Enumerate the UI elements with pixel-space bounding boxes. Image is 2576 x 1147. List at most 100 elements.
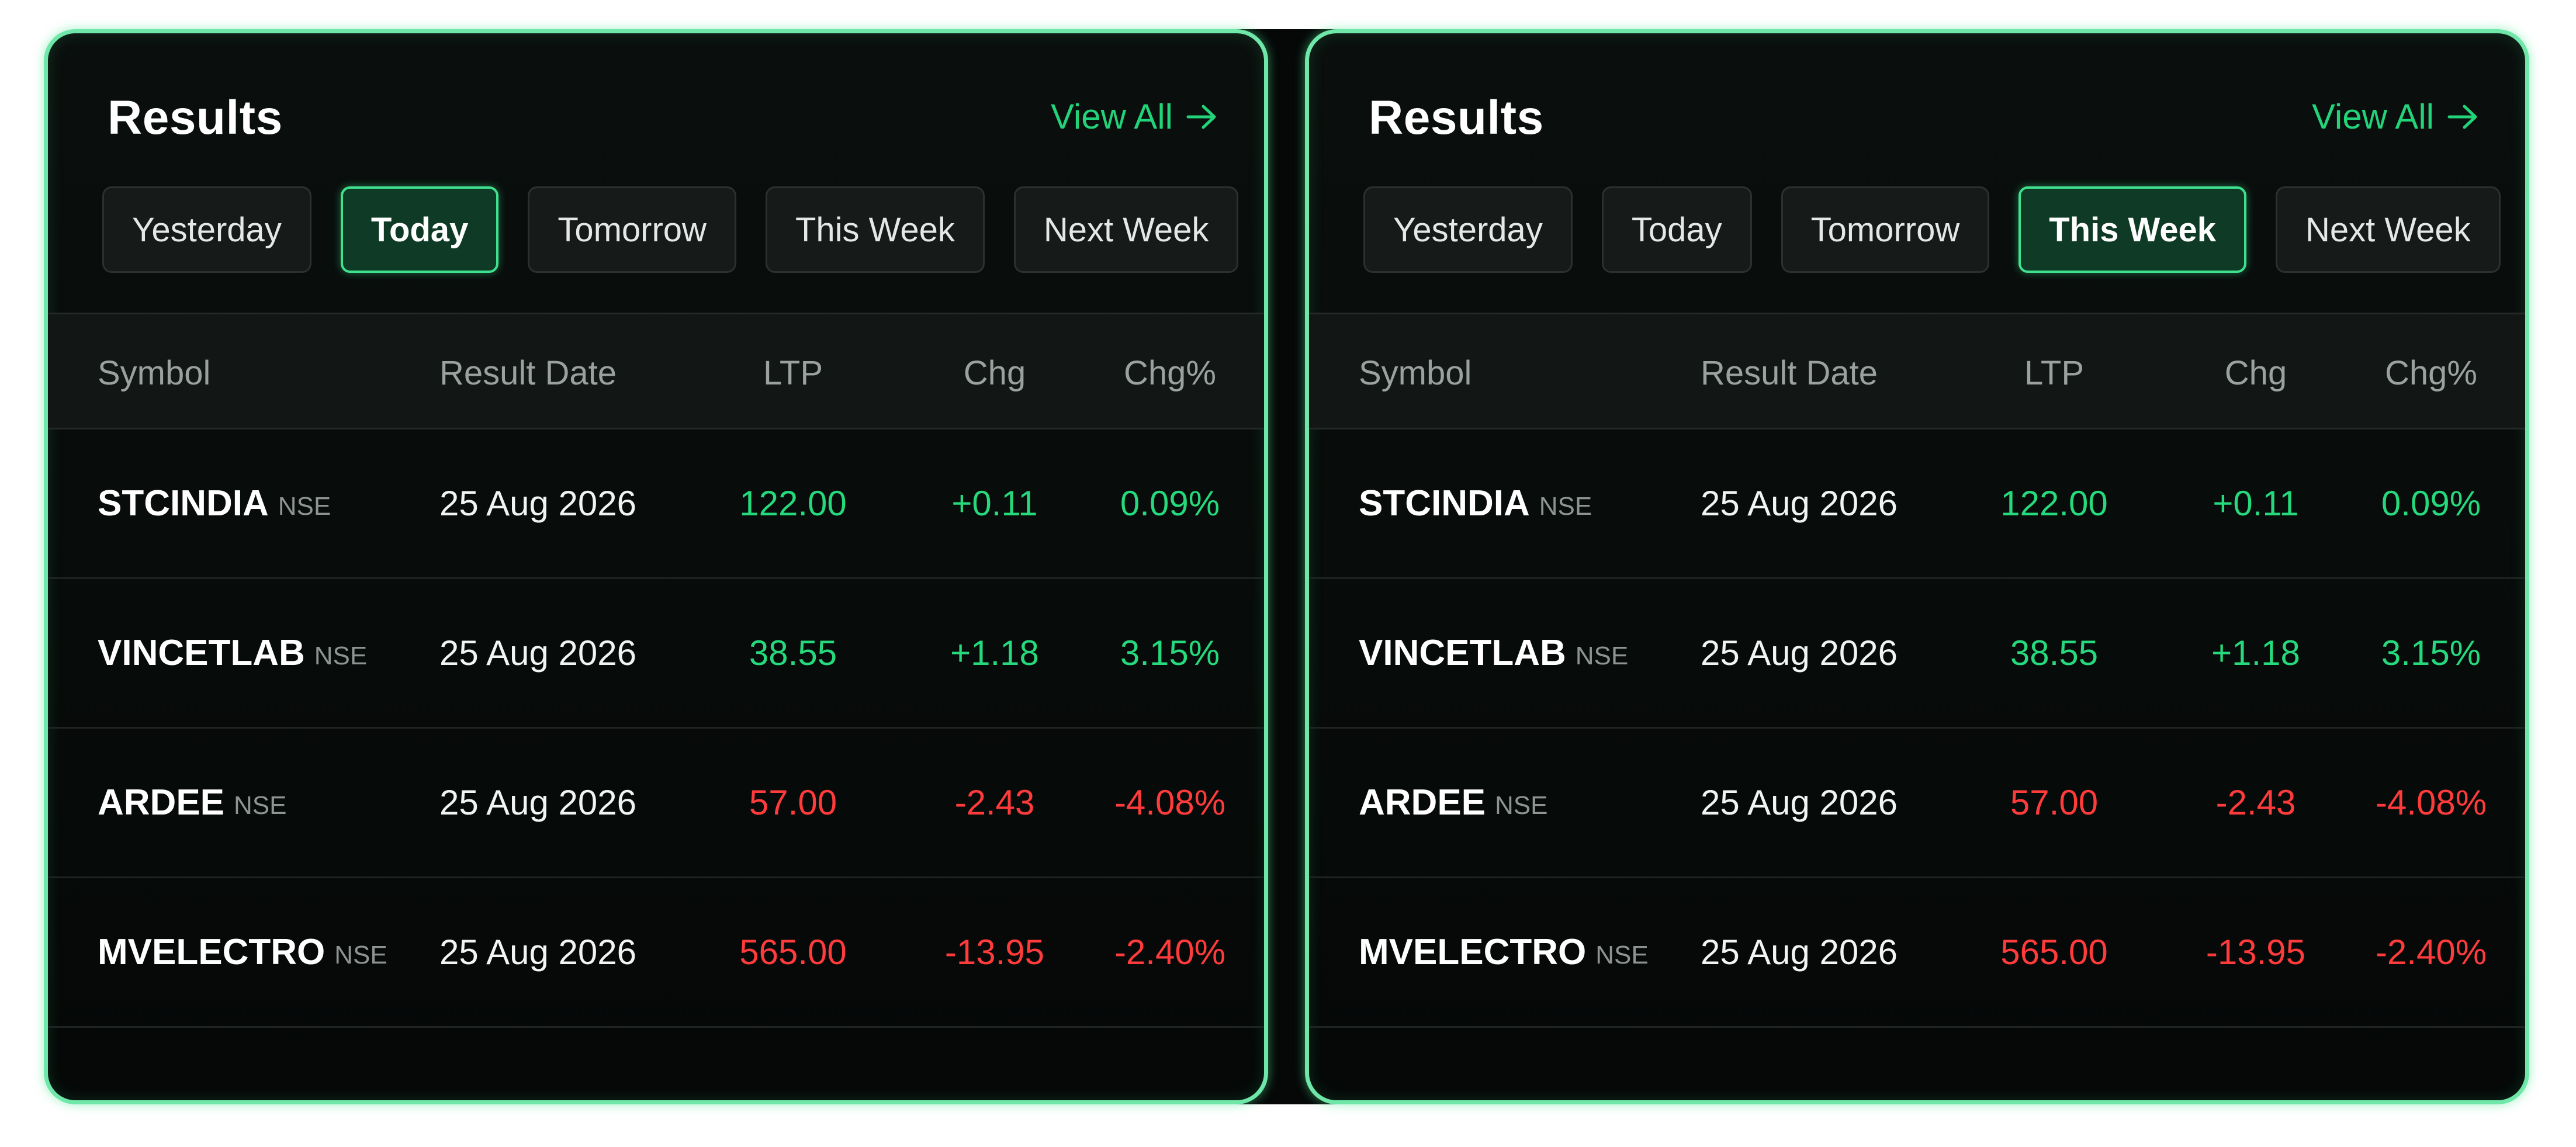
col-ltp[interactable]: LTP [2024,354,2085,392]
chg-pct-value: -4.08% [1114,783,1226,822]
chg-pct-value: 0.09% [2381,484,2481,523]
result-date: 25 Aug 2026 [439,783,637,822]
col-chg[interactable]: Chg [2224,354,2287,392]
arrow-right-icon [2447,105,2477,129]
table-header: Symbol Result Date LTP Chg Chg% [1309,313,2525,429]
exchange-tag: NSE [278,491,331,521]
arrow-right-icon [1186,105,1216,129]
exchange-tag: NSE [1575,641,1629,670]
symbol-name: MVELECTRO [1359,932,1587,972]
result-date: 25 Aug 2026 [1701,484,1898,523]
symbol-cell: VINCETLAB NSE [1359,579,1628,727]
col-result-date[interactable]: Result Date [439,354,617,392]
exchange-tag: NSE [1539,491,1592,521]
col-chg-pct[interactable]: Chg% [1124,354,1216,392]
ltp-value: 57.00 [2010,783,2099,822]
symbol-name: ARDEE [1359,782,1486,823]
symbol-cell: ARDEE NSE [1359,729,1548,876]
col-chg[interactable]: Chg [963,354,1026,392]
ltp-value: 122.00 [2000,484,2108,523]
symbol-name: VINCETLAB [1359,633,1566,673]
chg-pct-value: -4.08% [2375,783,2487,822]
symbol-cell: MVELECTRO NSE [98,878,387,1026]
panel-title: Results [108,91,283,144]
exchange-tag: NSE [1495,791,1548,820]
table-row[interactable]: VINCETLAB NSE 25 Aug 2026 38.55 +1.18 3.1… [48,579,1264,729]
col-ltp[interactable]: LTP [763,354,823,392]
chg-value: +0.11 [951,484,1038,523]
ltp-value: 565.00 [739,933,847,972]
chg-pct-value: 3.15% [1120,633,1220,673]
col-symbol[interactable]: Symbol [98,354,211,392]
chg-value: -2.43 [2215,783,2296,822]
date-filter-tabs: Yesterday Today Tomorrow This Week Next … [1363,186,2501,273]
panel-header: Results View All [48,33,1264,144]
table-header: Symbol Result Date LTP Chg Chg% [48,313,1264,429]
chg-value: +1.18 [2211,633,2300,673]
chg-value: +1.18 [950,633,1039,673]
results-panel-today: Results View All Yesterday Today Tomorro… [44,29,1268,1104]
ltp-value: 38.55 [2010,633,2099,673]
exchange-tag: NSE [234,791,287,820]
symbol-cell: ARDEE NSE [98,729,287,876]
chg-value: +0.11 [2213,484,2299,523]
symbol-cell: STCINDIA NSE [1359,429,1592,577]
chg-pct-value: -2.40% [2375,933,2487,972]
view-all-link[interactable]: View All [1051,96,1218,137]
filter-this-week[interactable]: This Week [765,186,985,273]
date-filter-tabs: Yesterday Today Tomorrow This Week Next … [102,186,1239,273]
table-row[interactable]: STCINDIA NSE 25 Aug 2026 122.00 +0.11 0.0… [48,429,1264,579]
table-row[interactable]: ARDEE NSE 25 Aug 2026 57.00 -2.43 -4.08% [1309,729,2525,878]
panel-title: Results [1369,91,1544,144]
symbol-name: VINCETLAB [98,633,305,673]
exchange-tag: NSE [334,940,387,969]
result-date: 25 Aug 2026 [439,633,637,673]
chg-pct-value: 3.15% [2381,633,2481,673]
results-panel-this-week: Results View All Yesterday Today Tomorro… [1305,29,2529,1104]
table-row[interactable]: STCINDIA NSE 25 Aug 2026 122.00 +0.11 0.0… [1309,429,2525,579]
symbol-cell: STCINDIA NSE [98,429,331,577]
chg-value: -2.43 [954,783,1035,822]
exchange-tag: NSE [1595,940,1649,969]
filter-today[interactable]: Today [340,186,499,273]
view-all-label: View All [2311,97,2434,136]
filter-yesterday[interactable]: Yesterday [1363,186,1573,273]
table-row[interactable]: ARDEE NSE 25 Aug 2026 57.00 -2.43 -4.08% [48,729,1264,878]
exchange-tag: NSE [314,641,368,670]
ltp-value: 122.00 [739,484,847,523]
chg-pct-value: -2.40% [1114,933,1226,972]
chg-value: -13.95 [2205,933,2306,972]
col-chg-pct[interactable]: Chg% [2385,354,2477,392]
result-date: 25 Aug 2026 [439,933,637,972]
results-table: Symbol Result Date LTP Chg Chg% STCINDIA… [1309,313,2525,1028]
table-row[interactable]: MVELECTRO NSE 25 Aug 2026 565.00 -13.95 -… [1309,878,2525,1028]
result-date: 25 Aug 2026 [439,484,637,523]
filter-next-week[interactable]: Next Week [2276,186,2501,273]
filter-tomorrow[interactable]: Tomorrow [528,186,736,273]
symbol-name: ARDEE [98,782,225,823]
chg-value: -13.95 [944,933,1045,972]
symbol-name: MVELECTRO [98,932,326,972]
table-row[interactable]: VINCETLAB NSE 25 Aug 2026 38.55 +1.18 3.1… [1309,579,2525,729]
col-result-date[interactable]: Result Date [1701,354,1878,392]
view-all-link[interactable]: View All [2312,96,2480,137]
chg-pct-value: 0.09% [1120,484,1220,523]
ltp-value: 38.55 [749,633,837,673]
symbol-name: STCINDIA [98,483,269,524]
symbol-cell: MVELECTRO NSE [1359,878,1649,1026]
filter-yesterday[interactable]: Yesterday [102,186,311,273]
table-row[interactable]: MVELECTRO NSE 25 Aug 2026 565.00 -13.95 -… [48,878,1264,1028]
filter-this-week[interactable]: This Week [2018,186,2247,273]
results-table: Symbol Result Date LTP Chg Chg% STCINDIA… [48,313,1264,1028]
filter-next-week[interactable]: Next Week [1013,186,1239,273]
panel-header: Results View All [1309,33,2525,144]
ltp-value: 565.00 [2000,933,2108,972]
symbol-name: STCINDIA [1359,483,1530,524]
view-all-label: View All [1050,97,1173,136]
ltp-value: 57.00 [749,783,837,822]
filter-tomorrow[interactable]: Tomorrow [1781,186,1990,273]
filter-today[interactable]: Today [1601,186,1752,273]
result-date: 25 Aug 2026 [1701,933,1898,972]
col-symbol[interactable]: Symbol [1359,354,1472,392]
result-date: 25 Aug 2026 [1701,783,1898,822]
